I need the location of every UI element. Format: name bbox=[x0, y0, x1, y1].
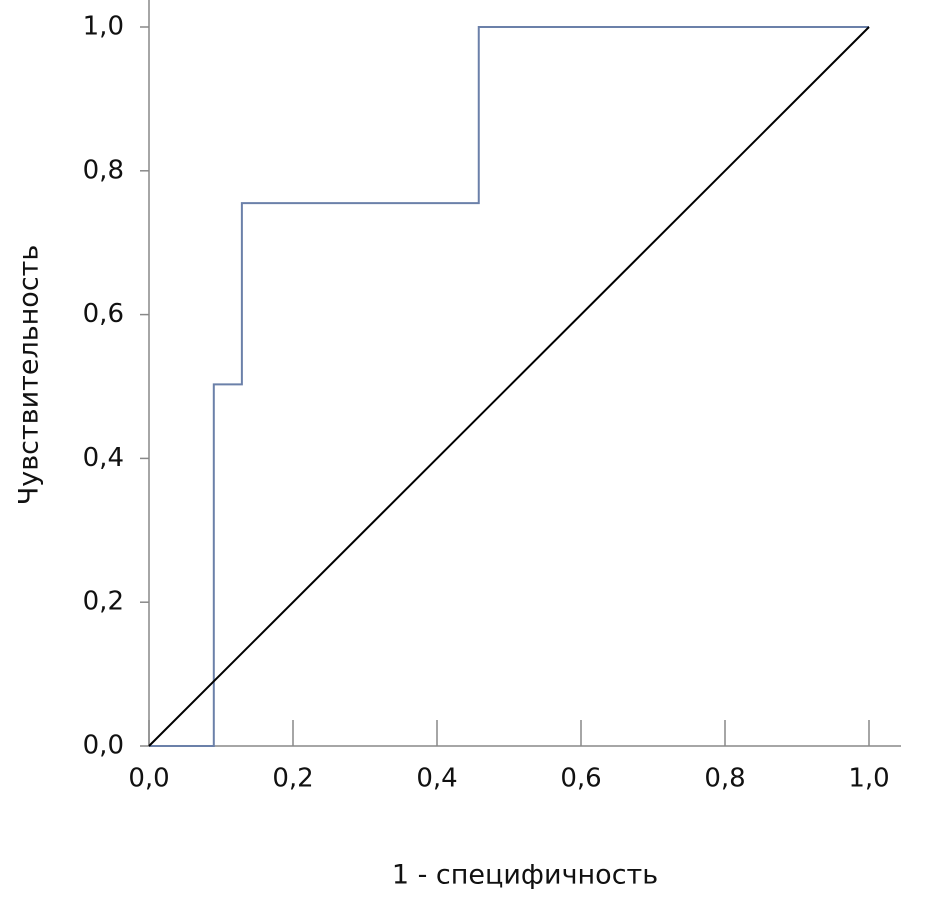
y-tick-label: 0,0 bbox=[83, 731, 124, 761]
x-tick-label: 1,0 bbox=[848, 764, 889, 794]
x-axis-title: 1 - специфичность bbox=[392, 860, 658, 891]
x-tick-label: 0,6 bbox=[560, 764, 601, 794]
y-tick-label: 1,0 bbox=[83, 12, 124, 42]
y-tick-label: 0,4 bbox=[83, 443, 124, 473]
y-axis-title: Чувствительность bbox=[14, 245, 45, 506]
line bbox=[149, 26, 869, 747]
x-tick-label: 0,8 bbox=[704, 764, 745, 794]
x-tick-label: 0,0 bbox=[128, 764, 169, 794]
x-tick-label: 0,4 bbox=[416, 764, 457, 794]
y-tick-label: 0,6 bbox=[83, 299, 124, 329]
x-tick-label: 0,2 bbox=[272, 764, 313, 794]
line bbox=[148, 26, 870, 747]
y-tick-label: 0,2 bbox=[83, 587, 124, 617]
y-tick-label: 0,8 bbox=[83, 155, 124, 185]
